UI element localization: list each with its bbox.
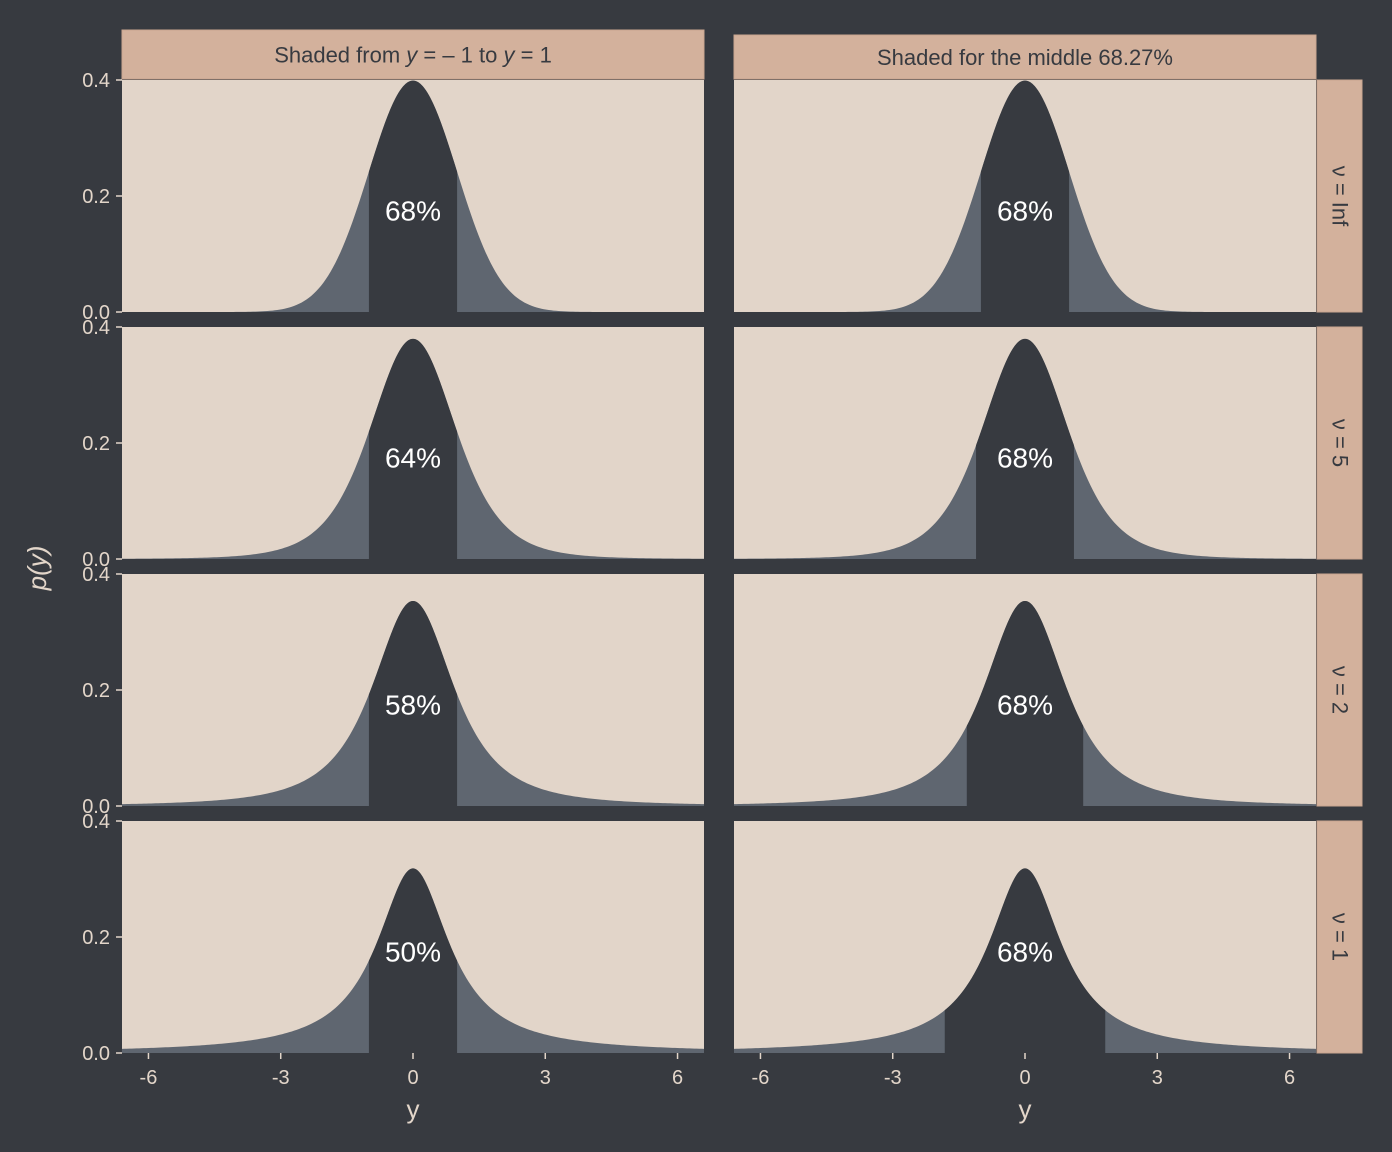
y-tick-label: 0.0	[82, 549, 110, 571]
x-tick-label: 6	[1284, 1067, 1295, 1089]
y-tick-label: 0.0	[82, 796, 110, 818]
y-tick-label: 0.4	[82, 70, 110, 92]
percent-label: 68%	[997, 690, 1053, 721]
row-strip-1	[1316, 79, 1363, 313]
percent-label: 68%	[997, 196, 1053, 227]
x-tick-label: -3	[272, 1067, 290, 1089]
y-tick-label: 0.2	[82, 433, 110, 455]
x-tick-label: -6	[752, 1067, 770, 1089]
y-tick-label: 0.2	[82, 680, 110, 702]
density-shaded-area	[944, 868, 1106, 1053]
percent-label: 68%	[385, 196, 441, 227]
row-strip-label-4: ν = 1	[1328, 913, 1353, 961]
row-strip-2	[1316, 326, 1363, 560]
density-shaded-area	[976, 338, 1074, 559]
x-tick-label: 6	[672, 1067, 683, 1089]
x-tick-label: 0	[1019, 1067, 1030, 1089]
y-tick-label: 0.2	[82, 186, 110, 208]
percent-label: 50%	[385, 937, 441, 968]
y-tick-label: 0.4	[82, 564, 110, 586]
density-shaded-area	[966, 600, 1084, 806]
column-strip-1	[121, 29, 705, 80]
x-tick-label: -6	[140, 1067, 158, 1089]
row-strip-label-1: ν = Inf	[1328, 166, 1353, 227]
density-shaded-area	[368, 600, 458, 806]
x-tick-label: 3	[540, 1067, 551, 1089]
column-strip-label-1: Shaded from y = – 1 to y = 1	[274, 43, 552, 68]
x-tick-label: -3	[884, 1067, 902, 1089]
row-strip-3	[1316, 573, 1363, 807]
density-shaded-area	[368, 80, 458, 312]
y-tick-label: 0.0	[82, 302, 110, 324]
x-tick-label: 3	[1152, 1067, 1163, 1089]
x-tick-label: 0	[407, 1067, 418, 1089]
percent-label: 64%	[385, 443, 441, 474]
row-strip-4	[1316, 820, 1363, 1054]
y-tick-label: 0.4	[82, 317, 110, 339]
y-tick-label: 0.4	[82, 811, 110, 833]
row-strip-label-3: ν = 2	[1328, 666, 1353, 714]
percent-label: 58%	[385, 690, 441, 721]
percent-label: 68%	[997, 937, 1053, 968]
x-axis-title: y	[1019, 1094, 1032, 1124]
x-axis-title: y	[407, 1094, 420, 1124]
y-axis-title: p(y)	[22, 546, 52, 592]
row-strip-label-2: ν = 5	[1328, 419, 1353, 467]
percent-label: 68%	[997, 443, 1053, 474]
density-shaded-area	[368, 868, 458, 1053]
y-tick-label: 0.0	[82, 1043, 110, 1065]
y-tick-label: 0.2	[82, 927, 110, 949]
density-shaded-area	[980, 80, 1070, 312]
density-shaded-area	[368, 338, 458, 559]
column-strip-2	[733, 34, 1317, 80]
column-strip-label-2: Shaded for the middle 68.27%	[877, 45, 1173, 70]
